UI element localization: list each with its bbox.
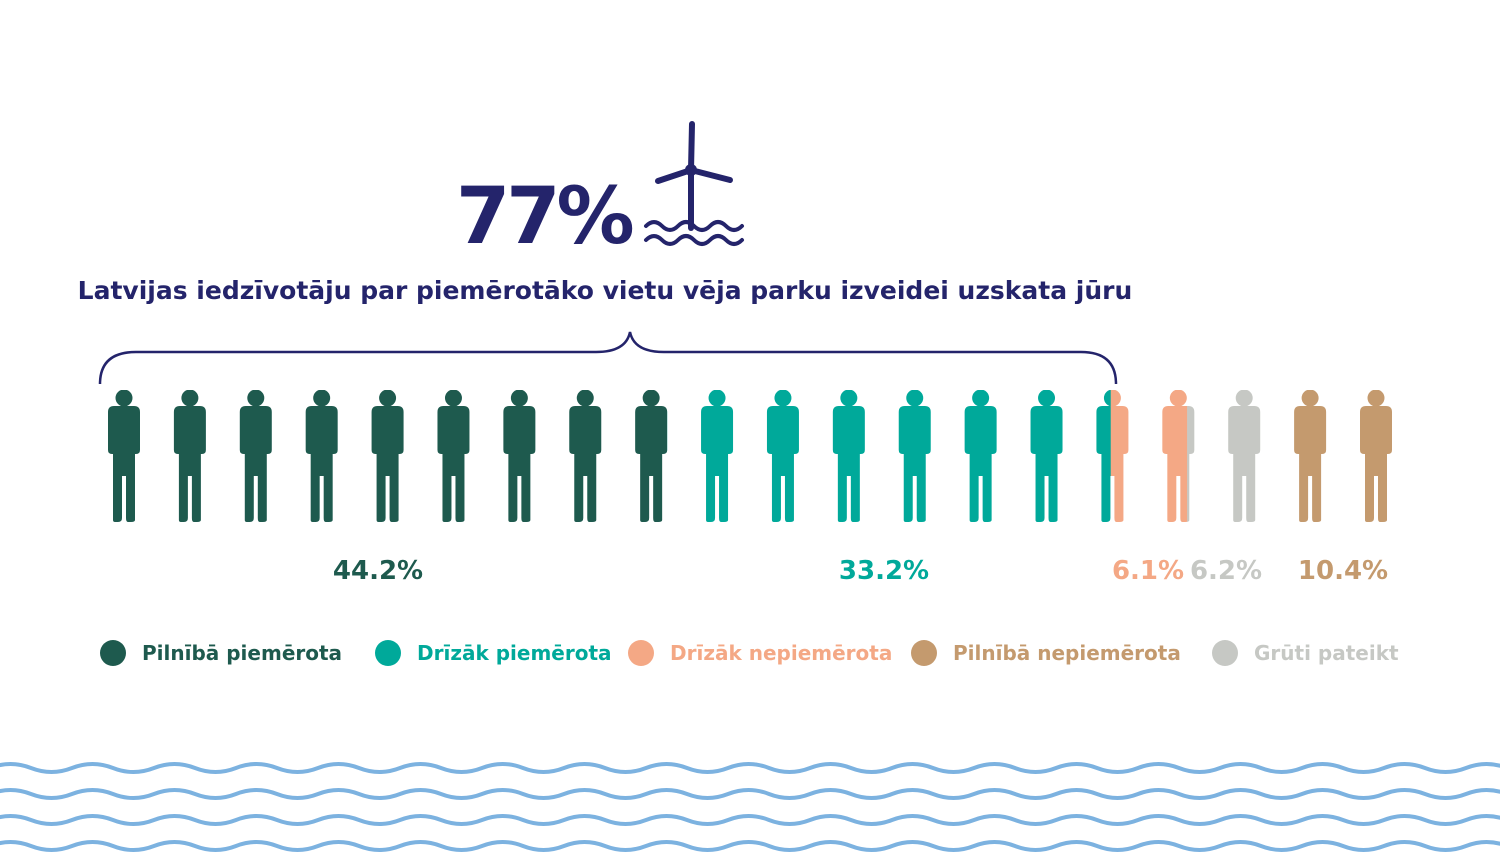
person-icon	[701, 390, 734, 522]
person-icon	[173, 390, 206, 522]
person-segment-0	[503, 390, 536, 522]
subtitle: Latvijas iedzīvotāju par piemērotāko vie…	[77, 276, 1133, 305]
person-icon	[1162, 390, 1195, 522]
person-segment-1	[898, 390, 931, 522]
legend-label: Pilnībā piemērota	[142, 641, 343, 665]
person-segment-4	[1360, 390, 1392, 522]
legend-dot-pilniba-nepiemerota	[911, 640, 937, 666]
person-icon	[1294, 390, 1327, 522]
person-segment-1	[1030, 390, 1063, 522]
wave-line	[0, 762, 1500, 774]
person-segment-4	[1294, 390, 1327, 522]
legend-dot-drizak-nepiemerota	[628, 640, 654, 666]
person-segment-0	[635, 390, 668, 522]
legend-item-pilniba-piemerota: Pilnībā piemērota	[100, 640, 342, 666]
legend-label: Pilnībā nepiemērota	[953, 641, 1181, 665]
wave-line	[0, 840, 1500, 852]
group-brace	[98, 331, 1118, 385]
legend-label: Drīzāk nepiemērota	[670, 641, 893, 665]
person-segment-0	[569, 390, 602, 522]
person-icon	[635, 390, 668, 522]
person-segment-3	[1187, 406, 1195, 522]
legend-dot-drizak-piemerota	[375, 640, 401, 666]
person-icon	[766, 390, 799, 522]
legend-item-gruti-pateikt: Grūti pateikt	[1212, 640, 1399, 666]
person-icon	[1360, 390, 1392, 522]
pct-label-gruti-pateikt: 6.2%	[1189, 556, 1263, 586]
legend-item-drizak-piemerota: Drīzāk piemērota	[375, 640, 612, 666]
headline-percentage: 77%	[456, 172, 635, 262]
legend: Pilnībā piemērota Drīzāk piemērota Drīzā…	[100, 640, 1450, 680]
pct-label-drizak-piemerota: 33.2%	[838, 556, 930, 586]
person-icon	[1030, 390, 1063, 522]
person-icon	[964, 390, 997, 522]
person-segment-1	[832, 390, 865, 522]
person-icon	[898, 390, 931, 522]
person-icon	[305, 390, 338, 522]
person-segment-0	[239, 390, 272, 522]
person-segment-3	[1228, 390, 1261, 522]
person-segment-0	[437, 390, 470, 522]
pct-label-pilniba-nepiemerota: 10.4%	[1297, 556, 1389, 586]
person-segment-2	[1110, 390, 1129, 522]
pct-label-drizak-nepiemerota: 6.1%	[1111, 556, 1185, 586]
legend-label: Drīzāk piemērota	[417, 641, 612, 665]
person-segment-0	[108, 390, 140, 522]
person-icon	[569, 390, 602, 522]
person-segment-1	[667, 410, 668, 452]
legend-label: Grūti pateikt	[1254, 641, 1399, 665]
person-icon	[1096, 390, 1129, 522]
person-icon	[108, 390, 140, 522]
person-icon	[371, 390, 404, 522]
legend-dot-gruti-pateikt	[1212, 640, 1238, 666]
person-segment-1	[1096, 390, 1112, 522]
pct-label-pilniba-piemerota: 44.2%	[332, 556, 424, 586]
sea-waves-decoration	[0, 762, 1500, 852]
person-icon	[503, 390, 536, 522]
person-segment-0	[305, 390, 338, 522]
offshore-wind-turbine-icon	[644, 121, 744, 246]
pictogram-chart	[108, 390, 1392, 522]
person-segment-2	[1162, 390, 1188, 522]
person-icon	[239, 390, 272, 522]
wave-line	[0, 788, 1500, 800]
person-segment-1	[766, 390, 799, 522]
wave-line	[0, 814, 1500, 826]
person-icon	[437, 390, 470, 522]
person-icon	[1228, 390, 1261, 522]
legend-item-pilniba-nepiemerota: Pilnībā nepiemērota	[911, 640, 1181, 666]
person-icon	[832, 390, 865, 522]
person-segment-1	[701, 390, 734, 522]
person-segment-0	[371, 390, 404, 522]
person-segment-1	[964, 390, 997, 522]
person-segment-0	[173, 390, 206, 522]
legend-item-drizak-nepiemerota: Drīzāk nepiemērota	[628, 640, 892, 666]
legend-dot-pilniba-piemerota	[100, 640, 126, 666]
